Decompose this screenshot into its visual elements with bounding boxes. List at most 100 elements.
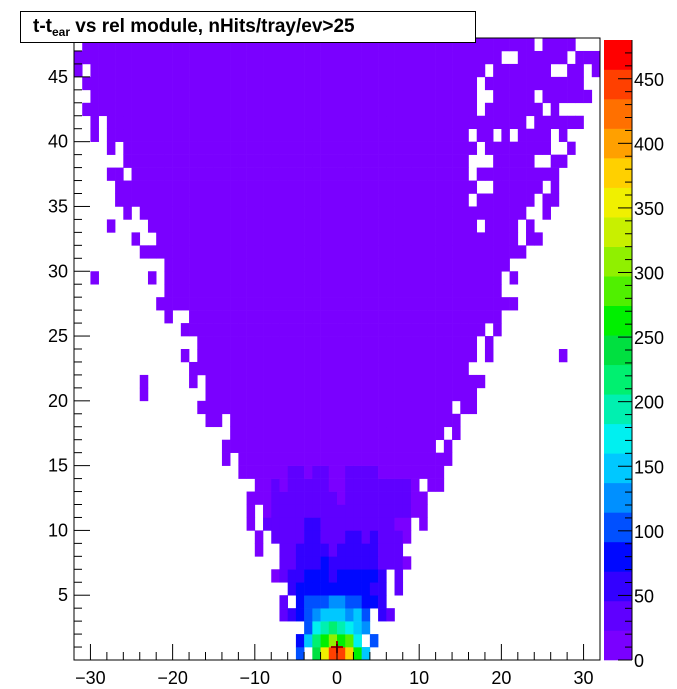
heatmap-cell [328,271,338,285]
heatmap-cell [410,50,420,65]
heatmap-cell [295,556,305,570]
heatmap-cell [484,50,494,65]
heatmap-cell [410,271,420,285]
heatmap-cell [361,556,371,570]
heatmap-cell [410,154,420,168]
heatmap-cell [361,310,371,324]
heatmap-cell [493,193,502,207]
heatmap-cell [361,193,371,207]
heatmap-cell [287,141,297,155]
heatmap-cell [271,102,280,117]
heatmap-cell [164,245,173,259]
heatmap-cell [213,284,223,298]
heatmap-cell [304,206,313,220]
heatmap-cell [279,361,288,376]
heatmap-cell [542,63,551,78]
heatmap-cell [468,219,478,233]
heatmap-cell [156,115,165,130]
heatmap-cell [295,141,305,155]
heatmap-cell [345,452,354,466]
heatmap-cell [320,193,330,207]
heatmap-cell [410,206,420,220]
heatmap-cell [180,258,190,272]
heatmap-cell [263,50,272,65]
heatmap-cell [205,400,215,415]
heatmap-cell [509,154,519,168]
heatmap-cell [213,180,223,194]
heatmap-cell [443,323,453,337]
heatmap-cell [106,115,116,130]
heatmap-cell [410,387,420,402]
heatmap-cell [304,452,313,466]
heatmap-cell [106,76,116,91]
heatmap-cell [378,232,387,246]
heatmap-cell [131,128,141,142]
heatmap-cell [279,530,288,544]
heatmap-cell [378,206,387,220]
heatmap-cell [254,297,264,311]
heatmap-cell [337,608,346,622]
heatmap-cell [287,465,297,479]
heatmap-cell [402,426,412,441]
heatmap-cell [419,89,428,104]
heatmap-cell [345,478,354,492]
heatmap-cell [246,387,256,402]
heatmap-cell [172,50,182,65]
heatmap-cell [295,465,305,479]
heatmap-cell [263,167,272,181]
heatmap-cell [205,361,215,376]
heatmap-cell [287,63,297,78]
heatmap-cell [386,102,395,117]
heatmap-cell [402,323,412,337]
heatmap-cell [501,245,510,259]
heatmap-cell [526,141,535,155]
heatmap-cell [386,271,395,285]
heatmap-cell [271,38,280,52]
heatmap-cell [328,232,338,246]
heatmap-cell [493,219,502,233]
heatmap-cell [312,595,321,609]
heatmap-cell [501,128,510,142]
heatmap-cell [123,76,132,91]
heatmap-cell [328,297,338,311]
heatmap-cell [402,413,412,428]
heatmap-cell [567,38,576,52]
heatmap-cell [517,38,527,52]
heatmap-cell [361,426,371,441]
heatmap-cell [172,193,182,207]
heatmap-cell [410,102,420,117]
heatmap-cell [115,102,124,117]
heatmap-cell [501,102,510,117]
heatmap-cell [452,76,461,91]
heatmap-cell [180,193,190,207]
heatmap-cell [254,115,264,130]
heatmap-cell [271,426,280,441]
heatmap-cell [230,297,239,311]
heatmap-cell [484,193,494,207]
heatmap-cell [427,141,436,155]
heatmap-cell [509,76,519,91]
heatmap-cell [369,465,379,479]
heatmap-cell [147,167,157,181]
heatmap-cell [394,400,404,415]
heatmap-cell [320,452,330,466]
heatmap-cell [246,206,256,220]
heatmap-cell [419,115,428,130]
heatmap-cell [501,63,510,78]
heatmap-cell [361,621,371,635]
heatmap-cell [337,76,346,91]
heatmap-cell [402,400,412,415]
heatmap-cell [287,154,297,168]
heatmap-cell [246,258,256,272]
heatmap-cell [460,154,469,168]
heatmap-cell [221,206,231,220]
heatmap-cell [197,284,206,298]
heatmap-cell [452,336,461,350]
heatmap-cell [189,154,198,168]
heatmap-cell [213,349,223,363]
heatmap-cell [410,219,420,233]
heatmap-cell [369,219,379,233]
heatmap-cell [427,284,436,298]
heatmap-cell [279,284,288,298]
heatmap-cell [361,180,371,194]
